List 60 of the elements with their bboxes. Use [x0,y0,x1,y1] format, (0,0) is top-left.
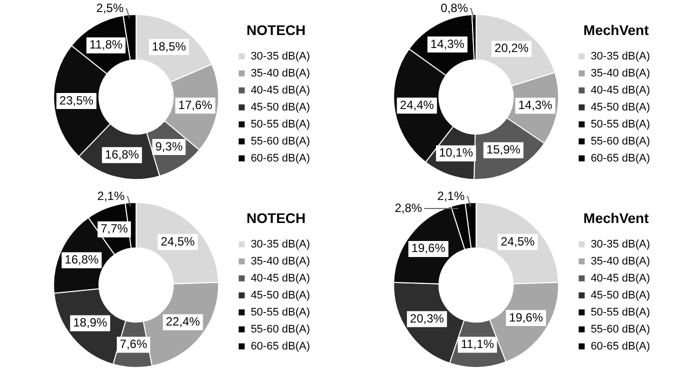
legend-label: 55-60 dB(A) [250,135,310,148]
legend-label: 40-45 dB(A) [250,272,310,284]
legend-label: 35-40 dB(A) [590,255,650,268]
data-label: 7,7% [100,222,128,236]
legend-label: 55-60 dB(A) [250,323,310,336]
data-label: 18,5% [152,39,186,54]
legend-label: 35-40 dB(A) [590,67,650,80]
data-label: 16,8% [64,252,99,267]
data-label: 22,4% [166,314,200,329]
data-label: 11,1% [460,337,494,352]
legend-label: 45-50 dB(A) [250,101,310,114]
legend-label: 40-45 dB(A) [250,84,310,96]
legend-label: 45-50 dB(A) [250,289,310,302]
legend-title: NOTECH [246,210,306,226]
legend-label: 55-60 dB(A) [590,135,650,148]
data-label: 24,5% [500,234,536,248]
data-label: 9,3% [155,139,183,154]
legend-label: 55-60 dB(A) [590,323,650,336]
legend-label: 45-50 dB(A) [590,289,650,302]
data-label: 11,8% [89,38,123,52]
legend-label: 40-45 dB(A) [590,272,650,284]
data-label: 14,3% [430,36,465,51]
data-label: 17,6% [178,98,213,112]
data-label: 14,3% [518,98,553,112]
data-label: 19,6% [508,310,544,324]
data-label: 15,9% [486,142,521,157]
legend-title: NOTECH [246,22,306,38]
data-label: 18,9% [73,316,108,330]
legend-label: 50-55 dB(A) [590,306,650,318]
legend-label: 35-40 dB(A) [250,67,310,80]
data-label: 19,6% [411,241,446,256]
legend-label: 30-35 dB(A) [590,50,650,62]
legend-label: 50-55 dB(A) [250,306,310,318]
data-label: 0,8% [440,0,468,15]
legend-label: 30-35 dB(A) [250,50,310,62]
legend-label: 30-35 dB(A) [590,238,650,250]
data-label: 2,5% [96,1,124,16]
legend-label: 60-65 dB(A) [590,340,650,352]
data-label: 24,5% [160,234,196,248]
data-label: 20,2% [494,41,529,56]
data-label: 2,1% [437,188,465,203]
legend-label: 60-65 dB(A) [590,152,650,164]
data-label: 10,1% [438,146,474,160]
data-label: 20,3% [410,311,444,326]
legend-label: 60-65 dB(A) [250,152,310,164]
data-label: 2,8% [394,200,422,215]
legend-label: 30-35 dB(A) [250,238,310,250]
legend-title: MechVent [583,210,650,226]
legend-label: 50-55 dB(A) [250,118,310,130]
legend-label: 60-65 dB(A) [250,340,310,352]
data-label: 23,5% [59,93,94,108]
data-label: 24,4% [400,98,434,112]
legend-label: 40-45 dB(A) [590,84,650,96]
legend-label: 50-55 dB(A) [590,118,650,130]
data-label: 2,1% [97,188,125,203]
legend-title: MechVent [583,22,650,38]
data-label: 16,8% [104,147,140,162]
legend-label: 35-40 dB(A) [250,255,310,268]
legend-label: 45-50 dB(A) [590,101,650,114]
data-label: 7,6% [120,337,148,352]
